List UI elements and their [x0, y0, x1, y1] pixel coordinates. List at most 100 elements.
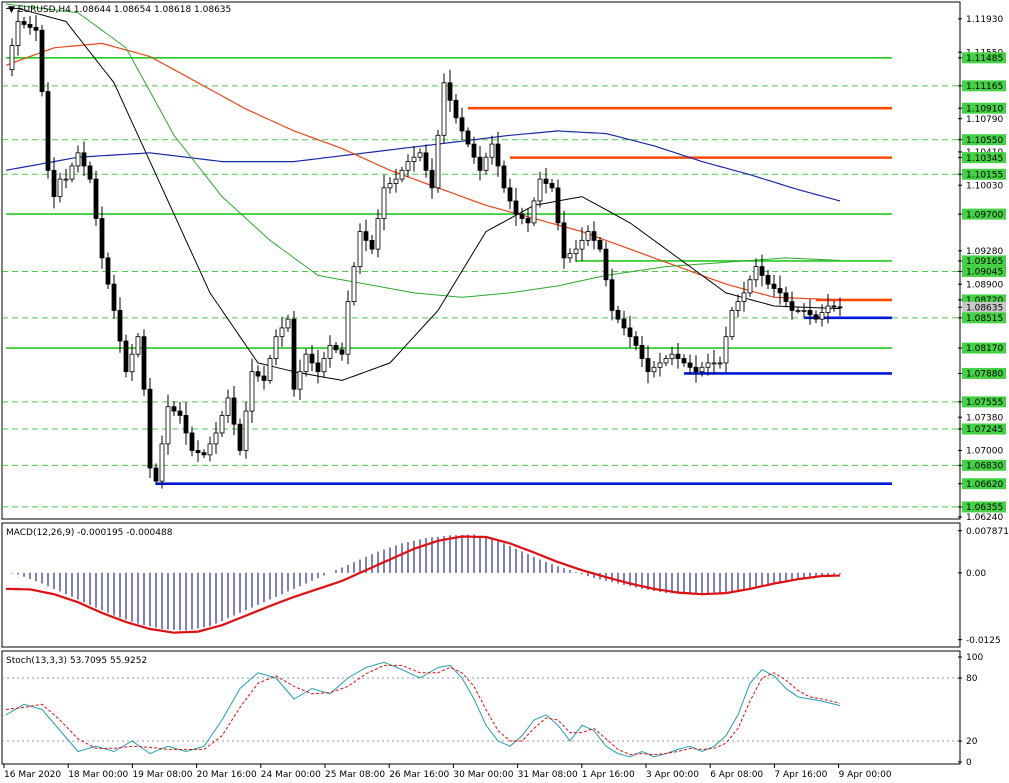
candle-body-121: [729, 309, 735, 338]
candle-body-126: [759, 266, 765, 276]
candle-body-50: [303, 353, 309, 373]
candle-body-109: [657, 362, 663, 368]
candle-body-12: [75, 152, 81, 167]
price-tick-label-22: 1.07380: [966, 413, 1003, 423]
candle-body-54: [327, 345, 333, 359]
stoch-signal-line: [5, 664, 841, 756]
time-tick-label-4: 24 Mar 00:00: [261, 770, 321, 780]
candles: [9, 10, 843, 489]
candle-body-113: [681, 358, 687, 364]
price-label-bg-26: [962, 478, 1006, 490]
candle-body-76: [459, 117, 465, 132]
time-tick-label-2: 19 Mar 08:00: [132, 770, 192, 780]
candle-body-134: [807, 309, 813, 316]
candle-body-7: [45, 91, 51, 171]
candle-body-88: [531, 200, 537, 224]
macd-tick-label-2: -0.0125: [966, 636, 1001, 646]
candle-body-51: [309, 353, 315, 364]
candle-body-28: [171, 406, 177, 412]
stoch-pane[interactable]: [1, 650, 961, 765]
candle-body-32: [195, 450, 201, 454]
candle-body-62: [375, 218, 381, 250]
price-tick-label-25: 1.06830: [966, 462, 1003, 472]
candle-body-127: [765, 274, 771, 285]
candle-body-46: [279, 327, 285, 338]
candle-body-130: [783, 292, 789, 303]
price-label-bg-23: [962, 423, 1006, 435]
candle-body-34: [207, 443, 213, 456]
candle-body-117: [705, 362, 711, 368]
time-tick-label-3: 20 Mar 16:00: [197, 770, 257, 780]
price-tick-label-15: 1.08900: [966, 280, 1003, 290]
candle-body-25: [153, 467, 159, 482]
price-tick-label-26: 1.06620: [966, 480, 1003, 490]
candle-body-124: [747, 279, 753, 294]
candle-body-63: [381, 187, 387, 219]
candle-body-4: [27, 24, 33, 28]
candle-body-58: [351, 266, 357, 303]
candle-body-38: [231, 397, 237, 425]
candle-body-73: [441, 82, 447, 136]
price-label-bg-27: [962, 501, 1006, 513]
price-tick-label-24: 1.07000: [966, 447, 1003, 457]
candle-body-107: [645, 358, 651, 373]
price-tick-label-18: 1.08515: [966, 314, 1003, 324]
candle-body-86: [519, 213, 525, 219]
price-tick-label-19: 1.08170: [966, 344, 1003, 354]
macd-axis: 0.007871 0.00 -0.0125: [958, 527, 1009, 646]
candle-body-6: [39, 29, 45, 92]
macd-label: MACD(12,26,9) -0.000195 -0.000488: [6, 528, 173, 538]
time-tick-label-6: 26 Mar 16:00: [389, 770, 449, 780]
candle-body-112: [675, 353, 681, 359]
stoch-tick-label-1: 80: [966, 674, 978, 684]
candle-body-84: [507, 187, 513, 202]
candle-body-66: [399, 169, 405, 180]
candle-body-2: [15, 21, 21, 46]
candle-body-17: [105, 257, 111, 285]
stoch-label: Stoch(13,3,3) 53.7095 55.9252: [6, 656, 147, 666]
candle-body-23: [141, 336, 147, 390]
candle-body-10: [63, 178, 69, 181]
candle-body-40: [243, 410, 249, 451]
candle-body-41: [249, 371, 255, 412]
candle-body-65: [393, 178, 399, 184]
stoch-tick-label-2: 20: [966, 737, 978, 747]
price-tick-label-17: 1.08635: [966, 304, 1003, 314]
candle-body-120: [723, 336, 729, 364]
candle-body-35: [213, 432, 219, 445]
candle-body-97: [585, 231, 591, 241]
candle-body-78: [471, 143, 477, 158]
candle-body-89: [537, 178, 543, 202]
candle-body-114: [687, 362, 693, 368]
dropdown-triangle-icon: ▼: [8, 5, 18, 15]
macd-signal: [5, 535, 841, 634]
candle-body-133: [801, 309, 807, 312]
macd-tick-label-0: 0.007871: [966, 527, 1009, 537]
candle-body-30: [183, 415, 189, 434]
price-tick-label-27: 1.06355: [966, 503, 1003, 513]
symbol-label: EURUSD,H4: [18, 5, 71, 15]
price-tick-label-2: 1.11485: [966, 54, 1003, 64]
price-tick-label-12: 1.09280: [966, 247, 1003, 257]
stoch-main-line: [5, 661, 841, 758]
candle-body-131: [789, 301, 795, 311]
time-tick-label-5: 25 Mar 08:00: [325, 770, 385, 780]
candle-body-103: [621, 318, 627, 329]
price-tick-label-3: 1.11165: [966, 82, 1003, 92]
time-axis: 16 Mar 2020 18 Mar 00:00 19 Mar 08:00 20 Ma…: [3, 764, 892, 780]
candle-body-55: [333, 345, 339, 351]
candle-body-77: [465, 130, 471, 145]
candle-body-24: [147, 388, 153, 469]
stoch-axis: 100 80 20 0: [958, 653, 983, 768]
candle-body-125: [753, 266, 759, 281]
stoch-tick-label-0: 100: [966, 653, 983, 663]
time-tick-label-9: 1 Apr 16:00: [582, 770, 635, 780]
candle-body-91: [549, 183, 555, 189]
candle-body-123: [741, 292, 747, 303]
price-label-bg-17: [962, 301, 1006, 313]
time-tick-label-10: 3 Apr 00:00: [646, 770, 699, 780]
time-tick-label-13: 9 Apr 00:00: [839, 770, 892, 780]
candle-body-95: [573, 248, 579, 254]
moving-averages: [5, 3, 841, 381]
